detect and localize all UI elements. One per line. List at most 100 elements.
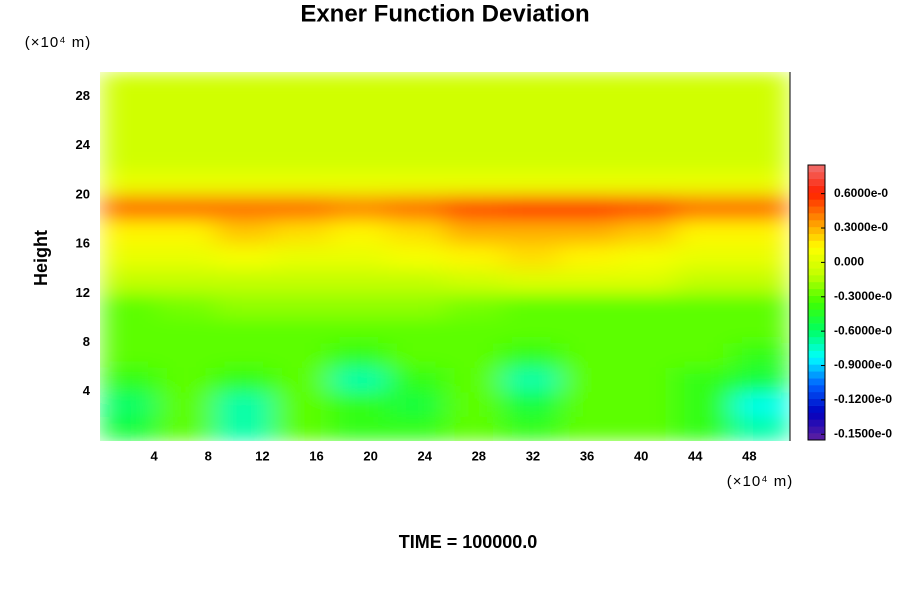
colorbar-swatch [808, 364, 825, 372]
y-tick-label: 12 [76, 285, 90, 300]
heat-cell [675, 342, 733, 368]
heat-cell [675, 391, 733, 417]
heat-cell [215, 293, 273, 319]
heat-cell [100, 121, 158, 147]
heat-cell [272, 145, 331, 171]
heat-cell [675, 121, 733, 147]
colorbar-swatch [808, 433, 825, 441]
colorbar-swatch [808, 323, 825, 331]
colorbar-swatch [808, 426, 825, 434]
heat-cell [387, 219, 446, 245]
heat-cell [675, 145, 733, 171]
y-tick-label: 24 [76, 137, 91, 152]
heat-cell [502, 195, 561, 221]
heat-cell [157, 318, 216, 344]
heat-cell [100, 96, 158, 122]
heat-cell [560, 96, 618, 122]
heat-cell [100, 72, 158, 98]
heat-cell [100, 268, 158, 294]
heat-cell [675, 416, 733, 441]
colorbar-swatch [808, 302, 825, 310]
heat-cell [675, 72, 733, 98]
heat-cell [732, 195, 790, 221]
heat-cell [445, 121, 503, 147]
y-unit: (×10⁴ m) [25, 34, 92, 51]
heat-cell [675, 244, 733, 270]
heat-cell [157, 268, 216, 294]
heat-cell [560, 293, 618, 319]
heat-cell [502, 318, 561, 344]
heat-cell [330, 170, 388, 196]
heat-cell [445, 145, 503, 171]
heat-cell [675, 195, 733, 221]
heat-cell [100, 391, 158, 417]
colorbar-swatch [808, 288, 825, 296]
x-tick-label: 48 [742, 448, 756, 463]
heat-cell [617, 342, 676, 368]
heat-cell [387, 145, 446, 171]
heat-cell [215, 244, 273, 270]
heat-cell [445, 318, 503, 344]
heat-cell [215, 170, 273, 196]
heat-cell [387, 195, 446, 221]
heat-cell [330, 121, 388, 147]
x-tick-label: 4 [151, 448, 159, 463]
heat-cell [732, 268, 790, 294]
colorbar-swatch [808, 247, 825, 255]
x-tick-label: 36 [580, 448, 594, 463]
heat-cell [157, 72, 216, 98]
heat-cell [560, 342, 618, 368]
heat-cell [502, 145, 561, 171]
heat-cell [502, 367, 561, 393]
heat-cell [502, 342, 561, 368]
colorbar-swatch [808, 178, 825, 186]
heat-cell [387, 244, 446, 270]
colorbar-swatch [808, 281, 825, 290]
heat-cell [330, 96, 388, 122]
heat-cell [560, 195, 618, 221]
colorbar-swatch [808, 240, 825, 248]
heat-cell [330, 391, 388, 417]
heat-cell [445, 195, 503, 221]
heat-cell [617, 416, 676, 441]
heat-cell [502, 219, 561, 245]
heat-cell [560, 145, 618, 171]
heat-cell [732, 318, 790, 344]
x-tick-label: 40 [634, 448, 648, 463]
heat-cell [617, 145, 676, 171]
heat-cell [560, 244, 618, 270]
heat-cell [445, 391, 503, 417]
heat-cell [560, 416, 618, 441]
heat-cell [617, 96, 676, 122]
heat-cell [215, 268, 273, 294]
colorbar-swatch [808, 316, 825, 324]
heat-cell [100, 145, 158, 171]
heat-cell [215, 72, 273, 98]
heat-cell [675, 170, 733, 196]
heat-cell [215, 318, 273, 344]
heat-cell [387, 72, 446, 98]
heat-cell [272, 391, 331, 417]
colorbar-swatch [808, 213, 825, 221]
heat-cell [502, 96, 561, 122]
x-unit: (×10⁴ m) [727, 473, 794, 490]
heat-cell [445, 219, 503, 245]
heat-cell [445, 244, 503, 270]
x-tick-label: 44 [688, 448, 703, 463]
y-tick-label: 16 [76, 236, 90, 251]
heat-cell [157, 367, 216, 393]
heat-cell [445, 293, 503, 319]
colorbar-swatch [808, 295, 825, 303]
colorbar-swatch [808, 220, 825, 228]
heat-cell [732, 293, 790, 319]
heat-cell [387, 318, 446, 344]
heat-cell [272, 318, 331, 344]
heat-cell [157, 121, 216, 147]
heat-cell [330, 367, 388, 393]
heat-cell [732, 416, 790, 441]
colorbar-swatch [808, 233, 825, 241]
colorbar-tick-label: 0.6000e-0 [834, 186, 888, 200]
heat-cell [215, 342, 273, 368]
y-tick-label: 28 [76, 88, 90, 103]
